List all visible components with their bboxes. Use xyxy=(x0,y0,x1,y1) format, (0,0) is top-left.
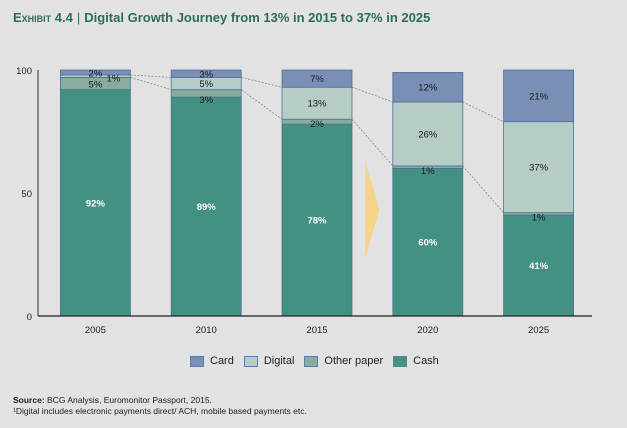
data-label: 92% xyxy=(86,198,106,209)
bar-segment-cash xyxy=(503,214,575,317)
footnote: ¹Digital includes electronic payments di… xyxy=(13,406,307,416)
chart-title: Exhibit 4.4 | Digital Growth Journey from … xyxy=(13,10,430,25)
data-label: 5% xyxy=(199,79,213,90)
growth-arrow xyxy=(365,161,380,257)
source-label: Source: xyxy=(13,395,45,405)
y-tick-label: 0 xyxy=(27,312,32,323)
footer: Source: BCG Analysis, Euromonitor Passpo… xyxy=(13,395,307,417)
data-label: 37% xyxy=(529,163,549,174)
legend-label: Card xyxy=(210,355,234,367)
y-tick-label: 50 xyxy=(21,189,32,200)
connector-line-card xyxy=(130,74,172,78)
bar-segment-cash xyxy=(170,96,242,317)
data-label: 2% xyxy=(89,68,103,79)
source-line: Source: BCG Analysis, Euromonitor Passpo… xyxy=(13,395,307,406)
data-label: 7% xyxy=(310,74,324,85)
x-tick-label: 2025 xyxy=(528,325,549,336)
data-label: 1% xyxy=(421,166,435,177)
data-label: 3% xyxy=(199,95,213,106)
connector-line-digital xyxy=(351,118,394,167)
bar-segment-card xyxy=(170,69,242,78)
data-label: 2% xyxy=(310,119,324,130)
legend-label: Digital xyxy=(263,355,295,367)
data-label: 1% xyxy=(107,73,121,84)
legend-item-digital: Digital xyxy=(243,355,295,367)
legend: Card Digital Other paper Cash xyxy=(190,355,449,367)
bar-segment-digital xyxy=(392,101,464,167)
connector-line-card xyxy=(462,101,504,123)
bar-segment-digital xyxy=(503,121,575,214)
data-label: 41% xyxy=(529,261,549,272)
data-label: 26% xyxy=(418,129,438,140)
legend-item-other-paper: Other paper xyxy=(304,355,383,367)
bar-segment-card xyxy=(392,72,464,103)
data-label: 60% xyxy=(418,238,438,249)
data-label: 21% xyxy=(529,91,549,102)
connector-line-card xyxy=(351,86,393,103)
data-label: 5% xyxy=(89,80,103,91)
connector-line-digital xyxy=(240,89,283,120)
data-label: 13% xyxy=(307,99,327,110)
legend-swatch-other-paper xyxy=(304,355,319,367)
bar-segment-card xyxy=(281,69,353,88)
x-tick-label: 2015 xyxy=(306,325,327,336)
legend-label: Cash xyxy=(413,355,439,367)
connector-line-digital xyxy=(462,165,504,213)
legend-label: Other paper xyxy=(324,355,384,367)
x-tick-label: 2020 xyxy=(417,325,438,336)
data-label: 12% xyxy=(418,83,438,94)
legend-item-cash: Cash xyxy=(393,355,439,367)
data-label: 78% xyxy=(307,216,327,227)
bar-segment-card xyxy=(60,69,131,76)
legend-item-card: Card xyxy=(190,355,234,367)
legend-swatch-card xyxy=(190,355,204,367)
bar-segment-cash xyxy=(60,89,131,317)
connector-line-digital xyxy=(130,76,172,91)
source-text: BCG Analysis, Euromonitor Passport, 2015… xyxy=(47,395,212,405)
data-label: 3% xyxy=(199,70,213,81)
x-tick-label: 2010 xyxy=(196,325,217,336)
bar-segment-cash xyxy=(392,167,464,317)
title-separator: | xyxy=(76,10,81,25)
legend-swatch-digital xyxy=(243,355,258,367)
bar-segment-card xyxy=(503,69,575,123)
bar-segment-digital xyxy=(281,86,353,120)
title-text: Digital Growth Journey from 13% in 2015 … xyxy=(84,10,431,25)
data-label: 89% xyxy=(197,202,217,213)
exhibit-label: Exhibit 4.4 xyxy=(13,10,73,25)
connector-line-card xyxy=(241,76,283,88)
x-tick-label: 2005 xyxy=(85,325,106,336)
y-tick-label: 100 xyxy=(16,66,32,77)
data-label: 1% xyxy=(532,213,546,224)
legend-swatch-cash xyxy=(393,355,408,367)
